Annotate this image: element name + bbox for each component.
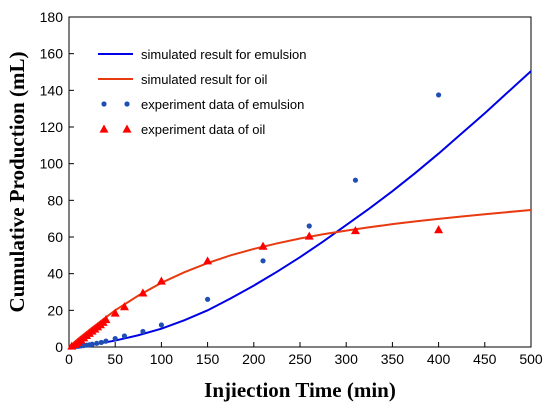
oil-data-point <box>138 288 148 297</box>
plot-area <box>68 16 532 348</box>
oil-data-point <box>101 315 111 324</box>
emulsion-data-point <box>94 340 100 346</box>
y-tick-label: 160 <box>40 46 64 62</box>
legend-triangle-swatch <box>99 124 109 133</box>
x-tick-label: 250 <box>288 351 312 367</box>
emulsion-data-point <box>140 328 146 335</box>
y-tick-label: 0 <box>55 339 63 355</box>
x-tick-label: 400 <box>427 351 451 367</box>
emulsion-data-point <box>306 223 312 229</box>
emulsion-data-point <box>103 338 109 344</box>
oil-data-point <box>350 226 360 235</box>
emulsion-data-point <box>89 341 95 347</box>
legend-dot-swatch <box>101 101 107 107</box>
legend-label: simulated result for emulsion <box>141 47 306 62</box>
y-tick-label: 60 <box>47 229 63 245</box>
legend-dot-swatch <box>124 101 130 107</box>
y-tick-label: 20 <box>47 302 63 318</box>
oil-data-point <box>304 231 314 240</box>
y-tick-label: 120 <box>40 119 64 135</box>
x-axis-ticks: 0 50 100 150 200 250 300 350 400 450 500 <box>65 342 543 367</box>
legend-label: experiment data of emulsion <box>141 97 304 112</box>
emulsion-data-point <box>205 296 211 302</box>
y-tick-label: 180 <box>40 9 64 25</box>
x-tick-label: 300 <box>335 351 359 367</box>
x-tick-label: 350 <box>381 351 405 367</box>
y-tick-label: 40 <box>47 266 63 282</box>
emulsion-data-point <box>436 92 442 98</box>
x-tick-label: 500 <box>519 351 543 367</box>
y-axis-title: Cumulative Production (mL) <box>5 52 29 313</box>
oil-data-point <box>156 276 166 285</box>
oil-data-point <box>434 225 444 234</box>
oil-data-point <box>203 256 213 265</box>
emulsion-data-point <box>158 322 164 328</box>
x-tick-label: 100 <box>150 351 174 367</box>
x-tick-label: 200 <box>242 351 266 367</box>
emulsion-data-point <box>112 335 118 342</box>
emulsion-data-point <box>121 333 128 339</box>
oil-data-point <box>110 308 120 317</box>
x-tick-label: 0 <box>65 351 73 367</box>
oil-data-point <box>258 241 268 250</box>
series-line-simulated-result-for-oil <box>68 209 532 348</box>
oil-data-point <box>119 302 129 311</box>
legend-label: simulated result for oil <box>141 72 268 87</box>
legend-label: experiment data of oil <box>141 122 265 137</box>
x-tick-label: 150 <box>196 351 220 367</box>
series-layer <box>67 70 532 350</box>
legend-triangle-swatch <box>122 124 132 133</box>
x-tick-label: 450 <box>473 351 497 367</box>
legend: simulated result for emulsion simulated r… <box>98 47 306 137</box>
x-axis-title: Injiection Time (min) <box>204 378 396 402</box>
emulsion-data-point <box>352 177 359 183</box>
emulsion-data-point <box>260 258 266 264</box>
y-tick-label: 80 <box>47 192 63 208</box>
series-line-simulated-result-for-emulsion <box>68 70 532 348</box>
emulsion-data-point <box>98 339 104 346</box>
y-tick-label: 140 <box>40 82 64 98</box>
x-tick-label: 50 <box>107 351 123 367</box>
y-tick-label: 100 <box>40 156 64 172</box>
y-axis-ticks: 0 20 40 60 80 100 120 140 160 180 <box>40 9 74 355</box>
